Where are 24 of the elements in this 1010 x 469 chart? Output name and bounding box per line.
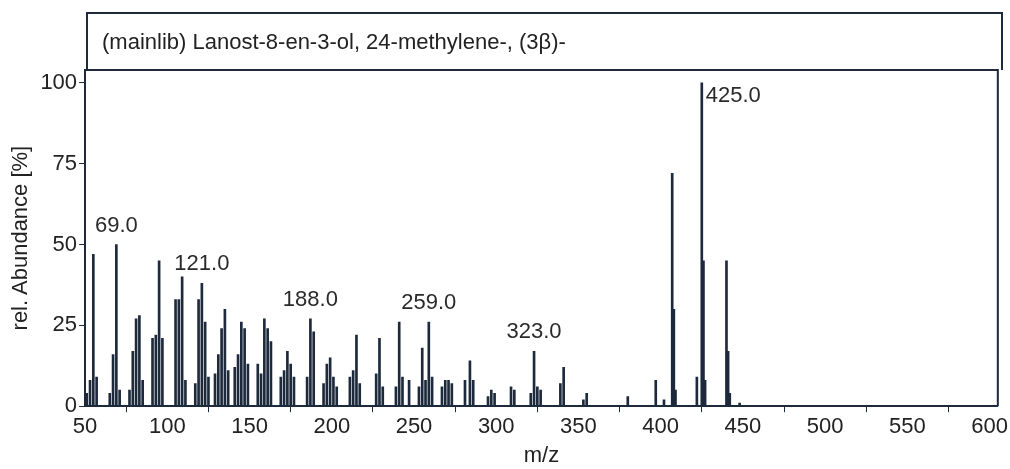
x-tick-label: 200 [313,413,351,439]
annotation: 188.0 [282,285,338,311]
annotation: 69.0 [94,211,138,237]
annotation: 121.0 [174,250,230,276]
x-tick-label: 600 [971,413,1008,439]
x-tick-label: 250 [395,413,433,439]
x-tick-label: 100 [148,413,186,439]
x-tick-label: 150 [231,413,268,439]
x-tick-label: 550 [889,413,926,439]
x-tick-label: 400 [642,413,680,439]
x-tick-label: 450 [724,413,762,439]
annotation: 425.0 [705,81,761,107]
x-tick-label: 500 [806,413,844,439]
y-axis-title: rel. Abundance [%] [7,145,33,331]
annotation: 323.0 [506,318,562,344]
y-tick-label: 100 [40,68,78,94]
annotation: 259.0 [401,289,457,315]
x-tick-label: 300 [477,413,515,439]
y-tick-label: 50 [52,230,78,256]
x-tick-label: 350 [560,413,597,439]
chart-title: (mainlib) Lanost-8-en-3-ol, 24-methylene-, (3β)- [86,12,1003,70]
y-tick-label: 75 [52,149,78,175]
y-tick-label: 25 [52,311,78,337]
x-axis-title: m/z [523,441,560,467]
